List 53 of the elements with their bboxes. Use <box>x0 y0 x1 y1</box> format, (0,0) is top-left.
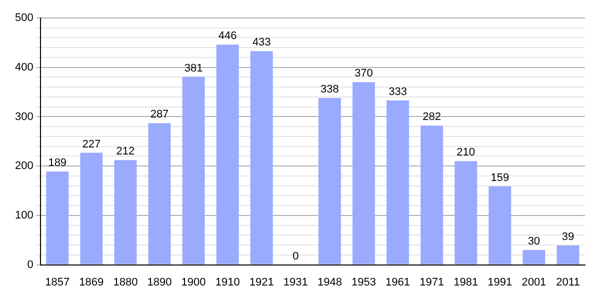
x-tick-label: 1971 <box>420 276 444 288</box>
bar <box>522 250 546 264</box>
x-tick-label: 1961 <box>386 276 410 288</box>
x-tick-label: 1857 <box>45 276 70 288</box>
x-tick-label: 1991 <box>488 276 512 288</box>
bar <box>80 152 103 264</box>
y-tick-label: 100 <box>14 209 34 222</box>
data-label: 381 <box>184 62 203 74</box>
data-label: 39 <box>562 231 574 244</box>
bar <box>182 76 205 264</box>
data-label: 370 <box>354 68 373 80</box>
x-tick-label: 1953 <box>351 276 376 288</box>
x-tick-label: 2011 <box>556 276 580 288</box>
bar <box>114 160 137 264</box>
x-tick-label: 1948 <box>317 276 342 288</box>
bar <box>216 44 239 264</box>
data-label: 0 <box>292 250 299 262</box>
x-tick-label: 1890 <box>147 276 172 288</box>
data-label: 338 <box>320 83 339 96</box>
bar <box>148 123 171 264</box>
data-label: 287 <box>150 108 169 121</box>
bar <box>318 98 341 264</box>
data-label: 189 <box>48 157 67 170</box>
bar <box>420 126 444 264</box>
x-tick-label: 2001 <box>522 276 546 288</box>
bar <box>386 100 410 264</box>
data-label: 227 <box>82 138 101 150</box>
x-tick-label: 1869 <box>79 276 104 288</box>
bar <box>352 82 375 264</box>
bar <box>556 246 580 264</box>
x-tick-label: 1931 <box>283 276 308 288</box>
bar <box>46 172 69 264</box>
bar <box>488 186 512 264</box>
y-tick-label: 300 <box>14 110 34 123</box>
data-label: 210 <box>456 146 476 159</box>
data-label: 282 <box>422 111 441 124</box>
data-label: 159 <box>490 172 510 184</box>
y-tick-label: 0 <box>27 258 34 271</box>
data-label: 446 <box>218 30 237 42</box>
y-tick-label: 200 <box>14 160 34 172</box>
x-tick-label: 1981 <box>454 276 478 288</box>
bar <box>454 161 478 264</box>
y-tick-label: 500 <box>14 12 34 24</box>
data-label: 433 <box>252 36 271 49</box>
data-label: 333 <box>388 86 407 98</box>
bar <box>250 51 273 264</box>
data-label: 30 <box>528 236 540 248</box>
x-tick-label: 1910 <box>215 276 240 288</box>
x-tick-label: 1880 <box>113 276 138 288</box>
data-label: 212 <box>116 146 135 158</box>
x-tick-label: 1900 <box>181 276 206 288</box>
x-tick-label: 1921 <box>249 276 274 288</box>
y-tick-label: 400 <box>14 61 34 74</box>
